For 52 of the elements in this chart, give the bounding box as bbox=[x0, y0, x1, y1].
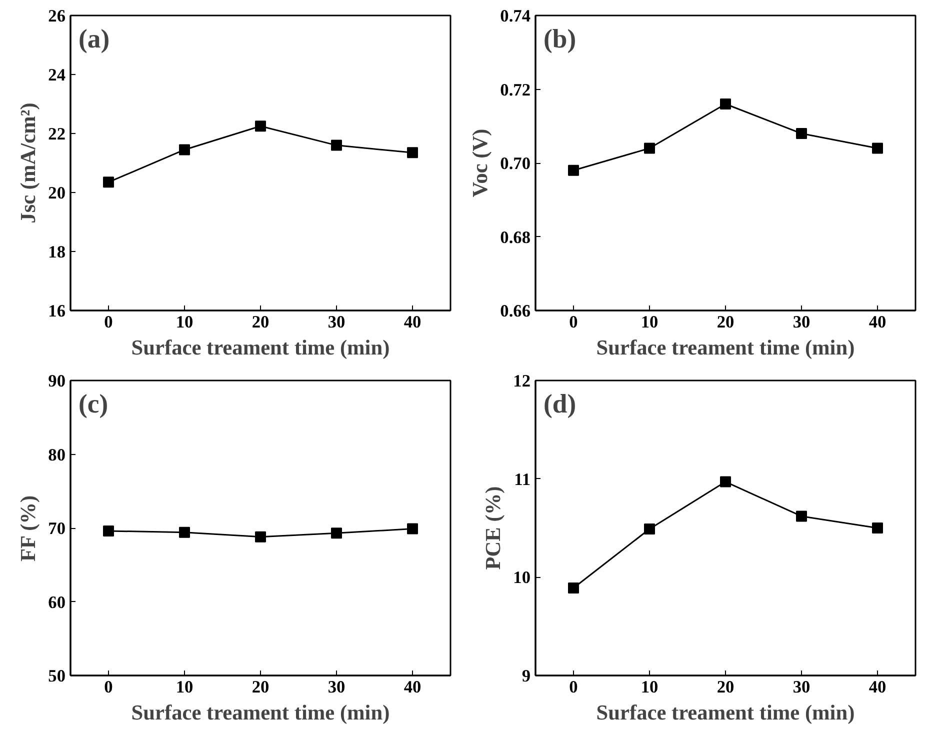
y-tick-label: 60 bbox=[48, 592, 66, 612]
x-tick-label: 20 bbox=[716, 312, 734, 332]
y-tick-label: 80 bbox=[48, 445, 66, 464]
x-tick-label: 10 bbox=[640, 312, 658, 332]
x-axis-title: Surface treament time (min) bbox=[596, 336, 855, 360]
x-tick-label: 0 bbox=[104, 678, 113, 696]
x-tick-label: 10 bbox=[176, 678, 194, 696]
y-tick-label: 16 bbox=[48, 302, 66, 320]
y-tick-label: 26 bbox=[48, 6, 66, 26]
y-tick-label: 10 bbox=[513, 568, 530, 588]
annotation: (b) bbox=[544, 24, 576, 54]
x-axis-title: Surface treament time (min) bbox=[131, 700, 390, 724]
y-tick-label: 0.70 bbox=[500, 154, 531, 173]
x-tick-label: 20 bbox=[716, 678, 734, 696]
x-tick-label: 20 bbox=[252, 312, 270, 332]
y-tick-label: 50 bbox=[48, 666, 66, 686]
y-axis-title: Voc (V) bbox=[468, 128, 492, 198]
x-tick-label: 0 bbox=[104, 312, 113, 332]
x-tick-label: 40 bbox=[404, 678, 422, 696]
y-tick-label: 11 bbox=[514, 470, 531, 489]
y-tick-label: 0.72 bbox=[500, 80, 531, 100]
y-tick-label: 12 bbox=[513, 372, 530, 390]
annotation: (a) bbox=[78, 24, 110, 54]
y-tick-label: 20 bbox=[48, 184, 66, 202]
y-tick-label: 90 bbox=[48, 372, 66, 390]
x-tick-label: 10 bbox=[640, 678, 658, 696]
y-tick-label: 9 bbox=[522, 666, 531, 686]
x-tick-label: 30 bbox=[792, 678, 810, 696]
x-tick-label: 30 bbox=[792, 312, 810, 332]
y-tick-label: 0.66 bbox=[500, 302, 531, 320]
y-tick-label: 22 bbox=[48, 124, 66, 144]
x-tick-label: 40 bbox=[404, 312, 422, 332]
y-tick-label: 24 bbox=[48, 66, 66, 84]
x-tick-label: 40 bbox=[868, 312, 886, 332]
y-tick-label: 0.68 bbox=[500, 228, 531, 247]
y-tick-label: 70 bbox=[48, 519, 66, 538]
y-axis-title: Jsc (mA/cm²) bbox=[16, 102, 40, 224]
y-axis-title: FF (%) bbox=[16, 495, 40, 562]
x-tick-label: 0 bbox=[569, 678, 578, 696]
x-tick-label: 20 bbox=[252, 678, 270, 696]
x-tick-label: 10 bbox=[176, 312, 194, 332]
x-axis-title: Surface treament time (min) bbox=[596, 700, 855, 724]
y-axis-title: PCE (%) bbox=[481, 486, 506, 570]
y-tick-label: 18 bbox=[48, 242, 66, 262]
annotation: (c) bbox=[78, 388, 108, 418]
x-axis-title: Surface treament time (min) bbox=[131, 336, 390, 360]
x-tick-label: 40 bbox=[868, 678, 886, 696]
x-tick-label: 0 bbox=[569, 312, 578, 332]
y-tick-label: 0.74 bbox=[500, 6, 531, 26]
x-tick-label: 30 bbox=[328, 312, 346, 332]
x-tick-label: 30 bbox=[328, 678, 346, 696]
annotation: (d) bbox=[544, 388, 576, 418]
